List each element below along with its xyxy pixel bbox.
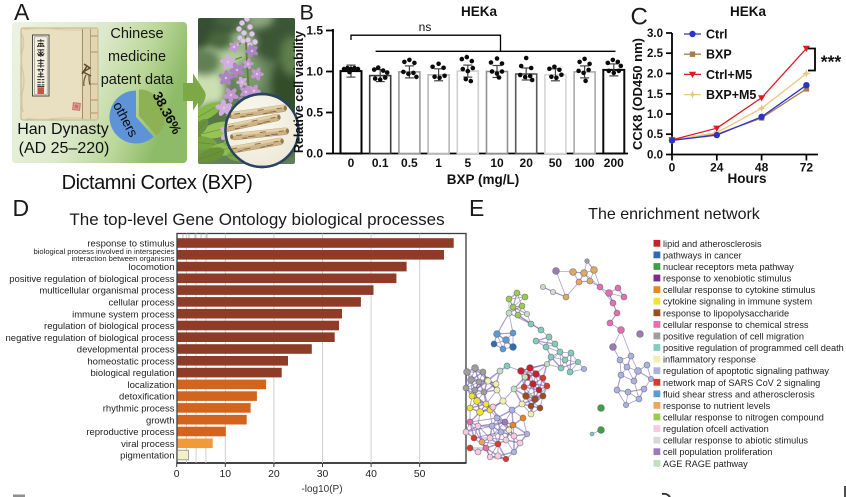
svg-text:viral process: viral process: [121, 439, 175, 450]
svg-text:Relative cell viability: Relative cell viability: [292, 31, 306, 153]
svg-text:network map of SARS CoV 2 sign: network map of SARS CoV 2 signaling: [663, 378, 820, 388]
svg-text:AGE RAGE pathway: AGE RAGE pathway: [663, 459, 748, 469]
svg-text:cellular response to nitrogen: cellular response to nitrogen compound: [663, 413, 824, 423]
svg-text:40: 40: [365, 469, 377, 480]
svg-text:0.5: 0.5: [647, 129, 664, 141]
svg-text:The top-level Gene Ontology bi: The top-level Gene Ontology biological p…: [69, 210, 444, 229]
svg-text:positive regulation of biologi: positive regulation of biological proces…: [9, 274, 175, 285]
svg-text:1.5: 1.5: [306, 24, 323, 38]
svg-text:interaction between organisms: interaction between organisms: [72, 254, 175, 263]
svg-text:BXP+M5: BXP+M5: [706, 88, 756, 102]
svg-text:D: D: [13, 195, 30, 221]
svg-text:response to nutrient levels: response to nutrient levels: [663, 401, 771, 411]
svg-text:fluid shear stress and atheros: fluid shear stress and atherosclerosis: [663, 389, 815, 399]
svg-text:immune system process: immune system process: [72, 309, 175, 320]
svg-text:cellular process: cellular process: [109, 298, 175, 309]
svg-text:0.0: 0.0: [647, 150, 663, 162]
svg-text:10: 10: [220, 469, 232, 480]
svg-text:Ctrl: Ctrl: [706, 27, 728, 41]
svg-text:Ctrl+M5: Ctrl+M5: [706, 68, 752, 82]
svg-text:multicellular organismal proce: multicellular organismal process: [39, 286, 174, 297]
svg-text:E: E: [469, 195, 484, 221]
svg-text:cellular response to cytokine: cellular response to cytokine stimulus: [663, 285, 816, 295]
svg-text:0.5: 0.5: [401, 156, 418, 170]
svg-text:inflammatory response: inflammatory response: [663, 355, 756, 365]
svg-text:pigmentation: pigmentation: [120, 451, 174, 462]
svg-text:developmental process: developmental process: [77, 345, 175, 356]
svg-text:2.0: 2.0: [647, 69, 663, 81]
svg-text:The enrichment network: The enrichment network: [588, 206, 761, 223]
svg-text:0.5: 0.5: [306, 106, 323, 120]
svg-text:0: 0: [348, 156, 355, 170]
svg-text:CCK8 (OD450 nm): CCK8 (OD450 nm): [630, 38, 645, 150]
svg-text:cytokine signaling in immune s: cytokine signaling in immune system: [663, 297, 812, 307]
svg-text:1.0: 1.0: [306, 65, 323, 79]
svg-text:100: 100: [575, 156, 595, 170]
svg-text:cellular response to abiotic s: cellular response to abiotic stimulus: [663, 436, 808, 446]
svg-text:20: 20: [520, 156, 534, 170]
svg-text:medicine: medicine: [108, 49, 166, 65]
svg-text:Han Dynasty: Han Dynasty: [17, 121, 109, 138]
svg-text:A: A: [14, 0, 30, 25]
svg-text:positive regulation of cell mi: positive regulation of cell migration: [663, 331, 804, 341]
svg-text:24: 24: [710, 161, 724, 175]
svg-text:reproductive process: reproductive process: [86, 427, 174, 438]
svg-text:HEKa: HEKa: [461, 4, 498, 19]
svg-text:30: 30: [317, 469, 329, 480]
svg-text:2.5: 2.5: [647, 48, 664, 60]
svg-text:48: 48: [755, 161, 769, 175]
svg-text:negative regulation of biologi: negative regulation of biological proces…: [6, 333, 175, 344]
svg-text:biological process involved in: biological process involved in interspec…: [34, 247, 175, 256]
svg-text:lipid and atherosclerosis: lipid and atherosclerosis: [663, 239, 762, 249]
svg-text:Hours: Hours: [727, 171, 766, 186]
svg-text:-log10(P): -log10(P): [301, 484, 342, 495]
svg-text:response to xenobiotic stimulu: response to xenobiotic stimulus: [663, 274, 792, 284]
svg-text:BXP: BXP: [706, 48, 732, 62]
svg-text:localization: localization: [128, 380, 175, 391]
svg-text:1.0: 1.0: [647, 109, 663, 121]
svg-text:1: 1: [435, 156, 442, 170]
svg-text:cellular response to chemical: cellular response to chemical stress: [663, 320, 809, 330]
svg-text:0.1: 0.1: [372, 156, 389, 170]
svg-text:regulation of apoptotic signal: regulation of apoptotic signaling pathwa…: [663, 366, 829, 376]
svg-text:pathways in cancer: pathways in cancer: [663, 250, 742, 260]
svg-text:Chinese: Chinese: [110, 26, 163, 42]
svg-text:10: 10: [490, 156, 504, 170]
svg-text:Dictamni Cortex (BXP): Dictamni Cortex (BXP): [62, 172, 253, 194]
svg-text:1.5: 1.5: [647, 89, 664, 101]
svg-text:positive regulation of program: positive regulation of programmed cell d…: [663, 343, 844, 353]
svg-text:rhythmic process: rhythmic process: [103, 404, 175, 415]
svg-text:locomotion: locomotion: [129, 262, 175, 273]
svg-text:50: 50: [414, 469, 426, 480]
svg-text:3.0: 3.0: [647, 28, 663, 40]
svg-text:***: ***: [821, 52, 842, 72]
svg-text:(AD 25–220): (AD 25–220): [19, 140, 110, 157]
svg-text:B: B: [300, 1, 314, 25]
svg-text:regulation of biological proce: regulation of biological process: [44, 321, 175, 332]
svg-text:0: 0: [174, 469, 180, 480]
svg-text:0: 0: [669, 161, 676, 175]
svg-text:72: 72: [800, 161, 814, 175]
svg-text:response to lipopolysaccharide: response to lipopolysaccharide: [663, 308, 789, 318]
svg-text:200: 200: [604, 156, 624, 170]
svg-text:0.0: 0.0: [306, 147, 323, 161]
svg-text:patent data: patent data: [101, 72, 174, 88]
svg-text:HEKa: HEKa: [730, 4, 767, 19]
svg-text:nuclear receptors meta pathway: nuclear receptors meta pathway: [663, 262, 794, 272]
svg-text:biological regulation: biological regulation: [91, 368, 175, 379]
svg-text:20: 20: [268, 469, 280, 480]
svg-text:homeostatic process: homeostatic process: [87, 356, 174, 367]
svg-text:5: 5: [464, 156, 471, 170]
svg-text:growth: growth: [146, 415, 175, 426]
svg-text:cell population proliferation: cell population proliferation: [663, 447, 772, 457]
svg-text:response to stimulus: response to stimulus: [87, 239, 174, 250]
svg-text:50: 50: [549, 156, 563, 170]
svg-text:C: C: [631, 4, 648, 31]
svg-text:ns: ns: [419, 20, 432, 34]
svg-text:detoxification: detoxification: [119, 392, 174, 403]
svg-text:regulation ofcell activation: regulation ofcell activation: [663, 424, 769, 434]
svg-text:BXP (mg/L): BXP (mg/L): [447, 172, 520, 187]
